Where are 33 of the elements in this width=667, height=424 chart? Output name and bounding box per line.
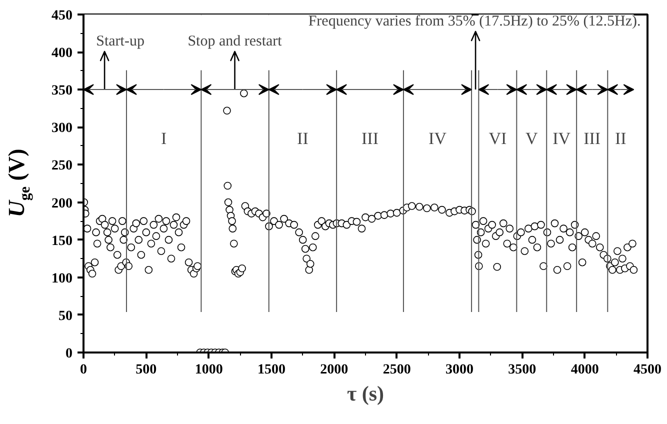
x-axis-title: τ (s) xyxy=(346,382,384,406)
y-tick-label: 300 xyxy=(52,121,72,136)
ref-line-label: Start-up xyxy=(96,34,144,50)
band-label: III xyxy=(584,129,601,148)
band-label: VI xyxy=(488,129,507,148)
y-tick-label: 400 xyxy=(52,46,72,62)
x-tick-label: 0 xyxy=(80,362,87,378)
x-tick-label: 4500 xyxy=(634,362,662,378)
band-label: IV xyxy=(552,129,572,148)
y-tick-label: 200 xyxy=(52,196,72,212)
x-tick-label: 1000 xyxy=(194,362,223,378)
x-tick-label: 1500 xyxy=(258,362,286,378)
x-tick-label: 500 xyxy=(136,362,157,378)
y-tick-label: 100 xyxy=(52,271,72,286)
y-tick-label: 250 xyxy=(52,158,72,174)
x-tick-label: 3500 xyxy=(508,362,536,378)
band-label: I xyxy=(161,129,168,148)
x-tick-label: 2500 xyxy=(382,362,411,378)
x-tick-label: 2000 xyxy=(320,362,348,378)
band-label: III xyxy=(362,129,379,148)
band-label: II xyxy=(297,129,309,148)
ref-line-label: Stop and restart xyxy=(188,34,283,50)
x-tick-label: 3000 xyxy=(446,362,474,378)
y-tick-label: 450 xyxy=(52,8,72,24)
band-label: II xyxy=(615,129,627,148)
y-tick-label: 350 xyxy=(52,84,72,99)
band-label: IV xyxy=(428,129,448,148)
y-tick-label: 150 xyxy=(52,234,72,249)
y-tick-label: 0 xyxy=(66,346,72,362)
x-tick-label: 4000 xyxy=(570,362,599,378)
ref-line-label: Frequency varies from 35% (17.5Hz) to 25% (12.5Hz). xyxy=(308,14,641,30)
y-tick-label: 50 xyxy=(58,308,72,324)
band-label: V xyxy=(525,129,538,148)
